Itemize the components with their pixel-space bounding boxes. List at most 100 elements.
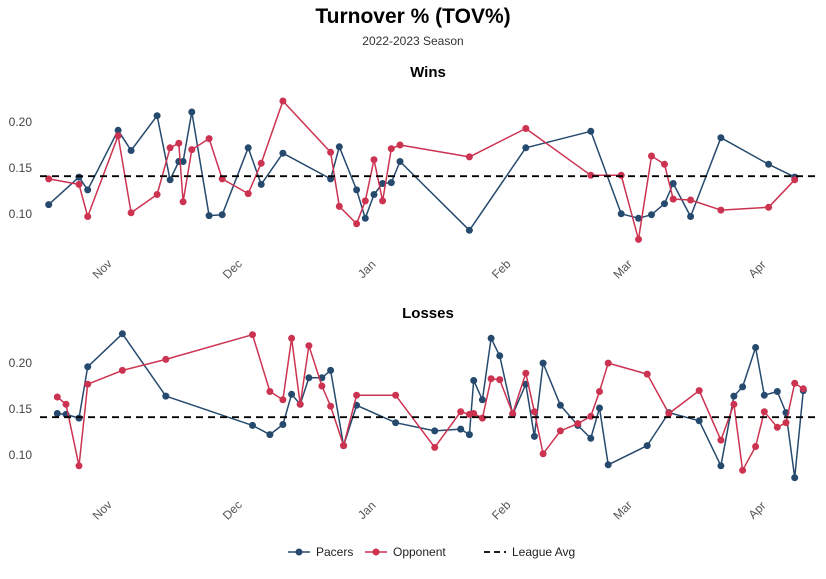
- data-point-opponent: [604, 359, 612, 367]
- data-point-opponent: [188, 146, 196, 154]
- data-point-opponent: [596, 388, 603, 395]
- data-point-pacers: [249, 421, 256, 429]
- data-point-pacers: [353, 186, 361, 194]
- data-point-pacers: [114, 126, 122, 134]
- data-point-pacers: [179, 158, 187, 165]
- data-point-opponent: [509, 410, 517, 417]
- panel-wins: 0.10 0.15 0.20 Nov Dec Jan Feb Mar Apr: [9, 97, 816, 282]
- data-point-pacers: [539, 359, 547, 367]
- data-point-pacers: [496, 352, 504, 360]
- legend-league-label: League Avg: [512, 545, 575, 559]
- data-point-opponent: [522, 125, 530, 132]
- data-point-pacers: [739, 383, 747, 391]
- data-point-opponent: [478, 414, 486, 422]
- legend-pacers-marker: [295, 548, 303, 556]
- data-point-opponent: [522, 369, 530, 377]
- data-point-opponent: [244, 190, 252, 198]
- data-point-opponent: [205, 135, 213, 143]
- data-point-pacers: [305, 374, 313, 382]
- data-point-pacers: [487, 334, 495, 342]
- x-tick-label: Feb: [489, 257, 514, 282]
- y-tick-label: 0.10: [9, 448, 33, 462]
- x-tick-label: Apr: [746, 499, 769, 522]
- data-point-pacers: [118, 330, 126, 338]
- data-point-pacers: [687, 213, 695, 220]
- data-point-opponent: [361, 197, 369, 205]
- data-point-opponent: [166, 144, 174, 152]
- data-point-opponent: [791, 379, 799, 387]
- data-point-opponent: [266, 388, 274, 395]
- x-tick-label: Apr: [746, 258, 769, 281]
- data-point-pacers: [465, 431, 473, 439]
- x-tick-label: Jan: [355, 498, 379, 522]
- data-point-pacers: [53, 410, 61, 417]
- data-point-opponent: [387, 145, 395, 153]
- data-point-opponent: [791, 176, 799, 184]
- data-point-opponent: [465, 153, 473, 161]
- data-point-opponent: [62, 400, 70, 408]
- data-point-opponent: [353, 220, 361, 228]
- data-point-pacers: [587, 434, 595, 442]
- data-point-opponent: [556, 427, 564, 435]
- data-point-pacers: [669, 180, 677, 187]
- data-point-pacers: [387, 179, 395, 187]
- data-point-opponent: [279, 396, 287, 404]
- data-point-opponent: [53, 393, 61, 401]
- data-point-opponent: [669, 195, 677, 203]
- data-point-opponent: [396, 141, 404, 149]
- data-point-opponent: [175, 139, 183, 147]
- data-point-pacers: [279, 149, 287, 157]
- data-point-opponent: [249, 331, 256, 339]
- data-point-pacers: [244, 144, 252, 152]
- x-tick-label: Dec: [220, 257, 245, 282]
- data-point-pacers: [470, 377, 478, 384]
- data-point-pacers: [478, 396, 486, 404]
- data-point-opponent: [752, 443, 760, 450]
- x-tick-label: Jan: [355, 257, 379, 281]
- data-point-opponent: [661, 160, 668, 168]
- data-point-pacers: [288, 390, 296, 398]
- series-line-opponent: [48, 100, 796, 241]
- data-point-opponent: [84, 213, 92, 220]
- data-point-pacers: [45, 201, 53, 209]
- data-point-opponent: [327, 148, 335, 156]
- data-point-opponent: [296, 400, 304, 408]
- y-tick-label: 0.15: [9, 402, 33, 416]
- data-point-opponent: [431, 443, 439, 451]
- data-point-pacers: [643, 442, 651, 450]
- x-tick-label: Nov: [90, 498, 115, 523]
- series-line-pacers: [57, 333, 805, 479]
- data-point-pacers: [370, 191, 378, 198]
- data-point-pacers: [379, 180, 387, 187]
- panel-title-losses: Losses: [402, 305, 454, 322]
- x-tick-label: Feb: [489, 498, 514, 523]
- data-point-opponent: [305, 342, 313, 350]
- data-point-pacers: [266, 431, 274, 439]
- data-point-pacers: [392, 419, 400, 427]
- data-point-opponent: [799, 385, 807, 393]
- data-point-opponent: [84, 380, 92, 388]
- data-point-pacers: [335, 143, 343, 151]
- data-point-pacers: [617, 210, 625, 218]
- data-point-pacers: [205, 212, 213, 220]
- data-point-pacers: [635, 214, 642, 222]
- data-point-opponent: [75, 180, 83, 188]
- data-point-opponent: [496, 376, 504, 384]
- data-point-pacers: [127, 147, 135, 154]
- data-point-pacers: [760, 391, 768, 399]
- data-point-pacers: [791, 474, 799, 482]
- data-point-opponent: [392, 391, 400, 399]
- legend-opponent-label: Opponent: [393, 545, 446, 559]
- data-point-opponent: [279, 97, 287, 105]
- data-point-opponent: [162, 355, 170, 363]
- series-line-opponent: [56, 333, 804, 472]
- data-point-opponent: [318, 382, 326, 390]
- data-point-pacers: [773, 388, 781, 395]
- data-point-pacers: [596, 404, 603, 412]
- y-tick-label: 0.10: [9, 207, 33, 221]
- data-point-pacers: [752, 344, 760, 351]
- data-point-pacers: [648, 211, 655, 219]
- data-point-pacers: [661, 200, 668, 208]
- data-point-opponent: [695, 387, 703, 395]
